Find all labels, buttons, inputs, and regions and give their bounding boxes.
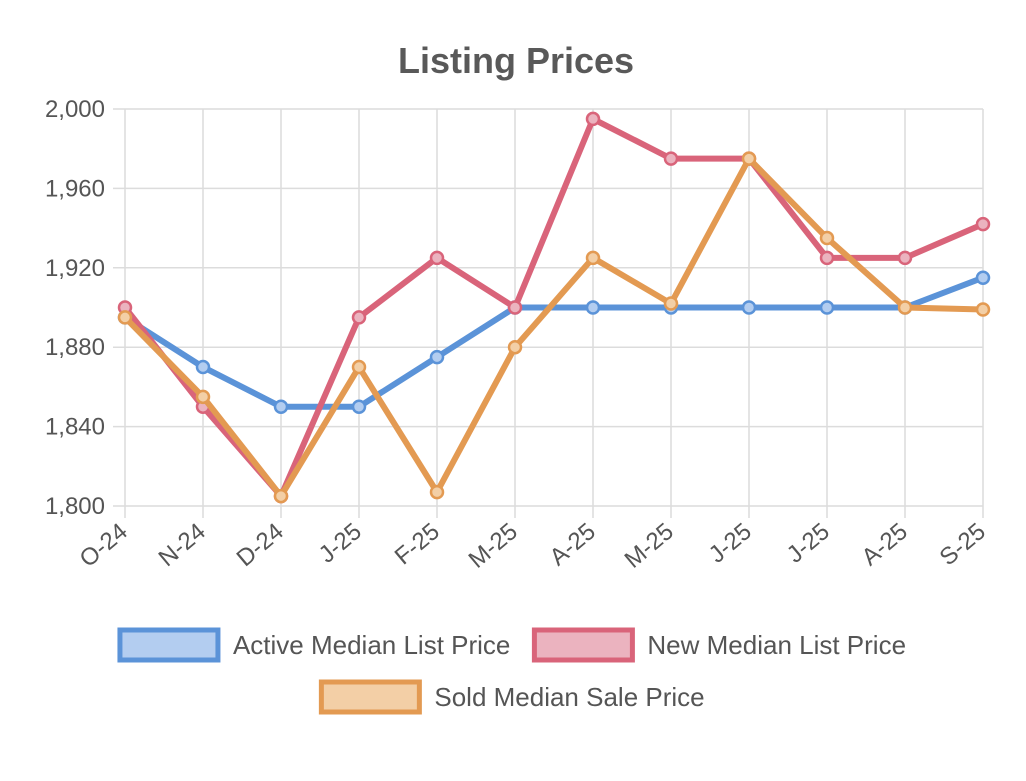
data-point[interactable] (975, 216, 991, 232)
y-tick-label: 2,000 (45, 96, 105, 123)
data-point[interactable] (585, 250, 601, 266)
x-tick-label: A-25 (857, 518, 913, 571)
series-line (122, 155, 986, 500)
legend-swatch (531, 627, 635, 663)
data-point[interactable] (507, 300, 523, 315)
x-tick-label: D-24 (232, 518, 289, 572)
data-point[interactable] (897, 250, 913, 266)
x-axis-ticks: O-24 N-24 D-24 J-25 F-25 M-25 A-25 M-25 J-25 J-25… (75, 518, 991, 574)
x-tick-label: M-25 (464, 518, 523, 574)
data-point[interactable] (195, 359, 211, 375)
data-point[interactable] (507, 339, 523, 355)
legend-label: New Median List Price (647, 630, 906, 660)
x-tick-label: M-25 (620, 518, 679, 574)
data-point[interactable] (819, 230, 835, 246)
y-tick-label: 1,960 (45, 175, 105, 202)
data-point[interactable] (117, 310, 133, 325)
x-tick-label: J-25 (782, 518, 835, 569)
series-3 (117, 151, 991, 504)
series-lines (117, 111, 991, 504)
y-axis-ticks: 1,800 1,840 1,880 1,920 1,960 2,000 (45, 96, 105, 520)
data-point[interactable] (741, 300, 757, 315)
data-point[interactable] (273, 399, 289, 414)
legend-label: Sold Median Sale Price (434, 682, 704, 712)
legend-swatch (318, 679, 422, 715)
data-point[interactable] (429, 484, 445, 500)
chart-title: Listing Prices (398, 40, 634, 81)
y-tick-label: 1,920 (45, 255, 105, 282)
data-point[interactable] (351, 359, 367, 375)
x-tick-label: J-25 (704, 518, 757, 569)
data-point[interactable] (741, 151, 757, 166)
x-tick-label: F-25 (390, 518, 445, 570)
data-point[interactable] (897, 300, 913, 315)
data-point[interactable] (663, 151, 679, 166)
data-point[interactable] (975, 270, 991, 285)
data-point[interactable] (585, 300, 601, 315)
data-point[interactable] (429, 250, 445, 266)
legend-label: Active Median List Price (233, 630, 510, 660)
y-tick-label: 1,880 (45, 334, 105, 361)
x-tick-label: O-24 (75, 518, 133, 573)
legend-item[interactable]: Sold Median Sale Price (318, 679, 705, 715)
x-tick-label: A-25 (545, 518, 601, 571)
data-point[interactable] (663, 296, 679, 311)
data-point[interactable] (351, 310, 367, 325)
x-tick-label: S-25 (935, 518, 991, 571)
x-tick-label: J-25 (314, 518, 367, 569)
legend: Active Median List Price New Median List … (117, 627, 906, 715)
data-point[interactable] (351, 399, 367, 414)
y-tick-label: 1,800 (45, 493, 105, 520)
legend-item[interactable]: Active Median List Price (117, 627, 510, 663)
legend-swatch (117, 627, 221, 663)
data-point[interactable] (195, 389, 211, 405)
series-line (122, 274, 986, 410)
y-tick-label: 1,840 (45, 414, 105, 441)
data-point[interactable] (429, 349, 445, 365)
data-point[interactable] (819, 250, 835, 266)
data-point[interactable] (273, 488, 289, 504)
legend-item[interactable]: New Median List Price (531, 627, 906, 663)
x-tick-label: N-24 (154, 518, 211, 572)
data-point[interactable] (975, 302, 991, 317)
series-1 (117, 270, 991, 414)
data-point[interactable] (585, 111, 601, 127)
data-point[interactable] (819, 300, 835, 315)
